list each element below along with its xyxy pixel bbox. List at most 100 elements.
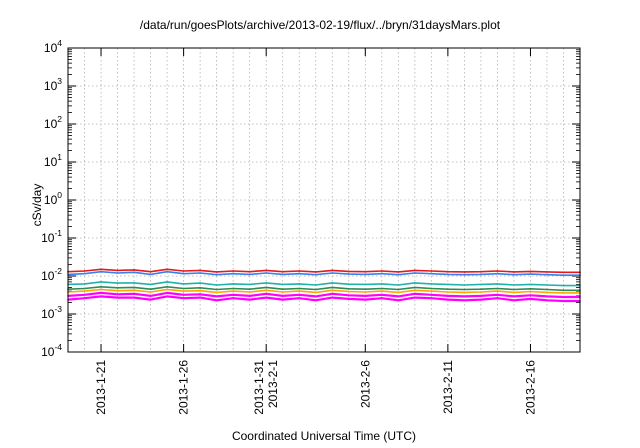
data-point bbox=[199, 289, 202, 292]
data-point bbox=[232, 293, 235, 296]
data-point bbox=[397, 271, 400, 273]
data-point bbox=[364, 295, 367, 297]
series-line bbox=[67, 295, 580, 303]
data-point bbox=[100, 268, 102, 271]
data-point bbox=[496, 283, 499, 285]
data-point bbox=[133, 269, 136, 271]
data-point bbox=[83, 270, 86, 272]
y-tick-label: 100 bbox=[44, 190, 62, 207]
data-point bbox=[199, 286, 202, 289]
data-point bbox=[199, 293, 202, 296]
data-point bbox=[463, 299, 466, 302]
data-point bbox=[496, 287, 499, 290]
data-point bbox=[281, 270, 284, 273]
data-point bbox=[513, 299, 515, 302]
data-point bbox=[116, 282, 119, 284]
data-point bbox=[331, 269, 334, 272]
data-point bbox=[480, 270, 482, 273]
data-point bbox=[149, 291, 152, 293]
data-point bbox=[100, 292, 102, 294]
data-point bbox=[265, 286, 268, 289]
y-tick-label: 10-1 bbox=[41, 228, 62, 245]
data-point bbox=[380, 287, 383, 290]
series-line bbox=[67, 268, 580, 274]
data-point bbox=[265, 269, 268, 272]
data-point bbox=[529, 270, 532, 273]
data-point bbox=[513, 291, 515, 294]
data-point bbox=[182, 272, 185, 275]
series-line bbox=[67, 270, 580, 277]
data-point bbox=[430, 272, 433, 275]
data-point bbox=[83, 287, 86, 290]
data-point bbox=[248, 298, 251, 301]
plot-frame bbox=[67, 47, 581, 353]
data-point bbox=[480, 288, 482, 291]
data-point bbox=[281, 273, 284, 276]
data-point bbox=[83, 293, 86, 296]
data-point bbox=[430, 293, 433, 296]
data-point bbox=[116, 289, 119, 292]
x-tick-label: 2013-1-21 bbox=[94, 360, 108, 415]
data-point bbox=[347, 294, 350, 297]
data-point bbox=[166, 288, 169, 291]
data-point bbox=[447, 273, 449, 276]
data-point bbox=[232, 272, 235, 275]
data-point bbox=[182, 293, 185, 296]
data-point bbox=[281, 283, 284, 286]
data-point bbox=[100, 285, 102, 288]
series-line bbox=[67, 291, 580, 299]
data-point bbox=[513, 284, 515, 286]
data-point bbox=[149, 298, 152, 301]
data-point bbox=[116, 296, 119, 299]
data-point bbox=[133, 271, 136, 274]
data-point bbox=[447, 295, 449, 297]
data-point bbox=[314, 284, 317, 286]
data-point bbox=[281, 295, 284, 297]
data-point bbox=[562, 271, 565, 274]
data-point bbox=[397, 288, 400, 291]
data-point bbox=[480, 291, 482, 293]
data-point bbox=[364, 291, 367, 293]
data-point bbox=[100, 295, 102, 298]
data-point bbox=[331, 286, 334, 289]
x-tick-label: 2013-2-6 bbox=[358, 360, 372, 408]
data-point bbox=[546, 295, 548, 298]
data-point bbox=[463, 295, 466, 298]
y-tick-label: 103 bbox=[44, 76, 62, 93]
data-point bbox=[480, 283, 482, 286]
data-point bbox=[347, 298, 350, 300]
data-point bbox=[133, 286, 136, 289]
data-point bbox=[133, 296, 136, 299]
x-tick-label: 2013-2-16 bbox=[523, 360, 537, 415]
data-point bbox=[116, 272, 119, 274]
data-point bbox=[281, 291, 284, 293]
data-point bbox=[232, 290, 235, 292]
data-point bbox=[232, 270, 235, 272]
data-point bbox=[447, 270, 449, 273]
data-point bbox=[413, 272, 416, 274]
data-point bbox=[463, 271, 466, 273]
data-point bbox=[149, 270, 152, 273]
data-point bbox=[397, 273, 400, 276]
data-point bbox=[298, 283, 301, 285]
data-point bbox=[215, 271, 218, 273]
data-point bbox=[463, 288, 466, 291]
data-point bbox=[430, 283, 433, 285]
data-point bbox=[215, 273, 218, 276]
data-point bbox=[166, 281, 169, 283]
series-line bbox=[67, 281, 580, 287]
data-point bbox=[265, 292, 268, 295]
data-point bbox=[248, 295, 251, 297]
x-tick-label: 2013-2-11 bbox=[441, 360, 455, 414]
data-point bbox=[100, 270, 102, 273]
data-point bbox=[215, 295, 218, 298]
data-point bbox=[380, 290, 383, 292]
data-point bbox=[546, 299, 548, 302]
data-point bbox=[314, 273, 317, 276]
y-tick-label: 101 bbox=[44, 152, 62, 169]
data-point bbox=[166, 292, 169, 294]
data-point bbox=[347, 290, 350, 293]
x-tick-label: 2013-2-1 bbox=[266, 360, 280, 408]
data-point bbox=[298, 293, 301, 296]
